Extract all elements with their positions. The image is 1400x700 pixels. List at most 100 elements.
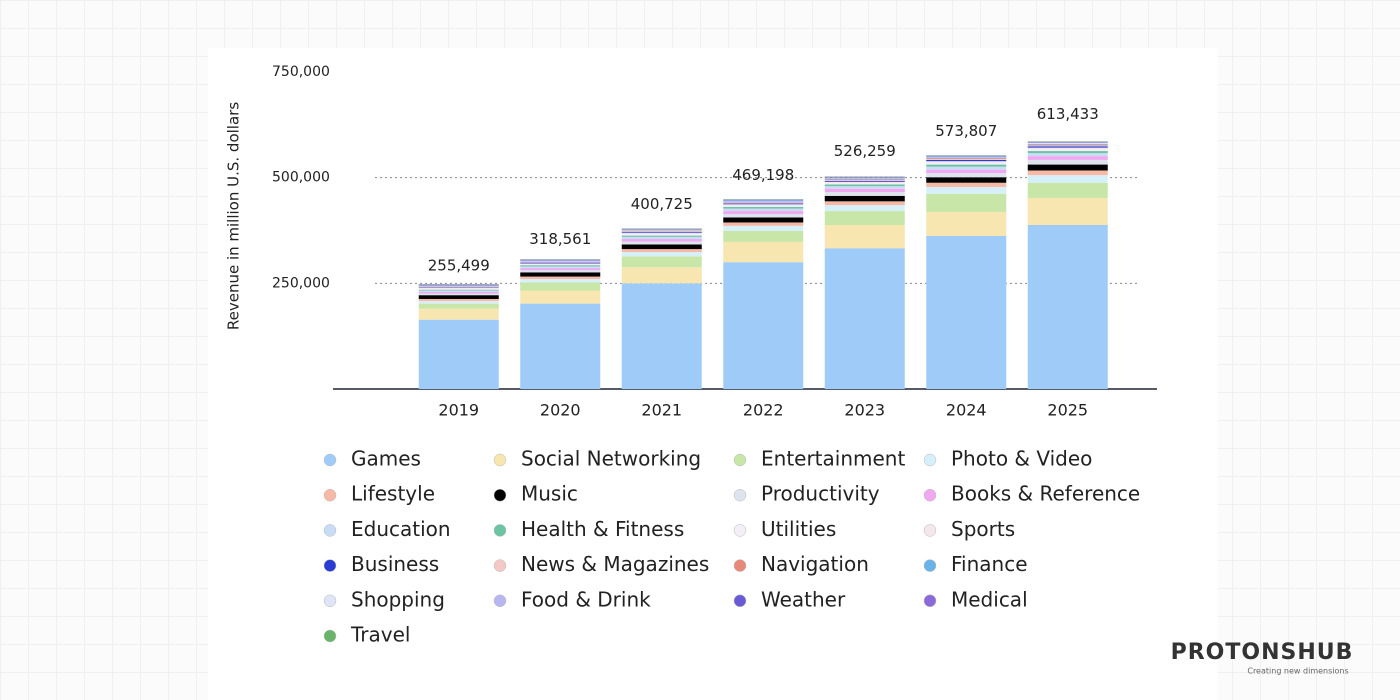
legend-label: Entertainment xyxy=(761,447,905,471)
bar-segment xyxy=(418,295,499,299)
legend-label: Health & Fitness xyxy=(521,517,684,541)
legend-label: Shopping xyxy=(351,587,445,611)
bar-segment xyxy=(824,205,905,212)
bar-segment xyxy=(520,303,601,389)
bar-segment xyxy=(1027,175,1108,183)
bar-segment xyxy=(621,232,702,234)
bar-segment xyxy=(520,279,601,283)
bar-segment xyxy=(1027,143,1108,145)
bar-segment xyxy=(824,181,905,182)
legend-marker xyxy=(493,594,507,608)
bar-segment xyxy=(418,319,499,389)
legend-label: Social Networking xyxy=(521,447,701,471)
legend-marker xyxy=(733,594,747,608)
bar-segment xyxy=(1027,225,1108,389)
bar-segment xyxy=(418,298,499,302)
bar-segment xyxy=(1027,153,1108,157)
bar-segment xyxy=(723,201,804,203)
legend-label: News & Magazines xyxy=(521,552,709,576)
legend-marker xyxy=(323,594,337,608)
legend-marker xyxy=(493,559,507,572)
bar-segment xyxy=(1027,147,1108,150)
legend-marker xyxy=(323,453,337,467)
bar-segment xyxy=(723,203,804,205)
bar-segment xyxy=(723,205,804,207)
bar-segment xyxy=(926,235,1007,389)
bar-segment xyxy=(418,308,499,320)
bar-segment xyxy=(824,192,905,196)
bar-segment xyxy=(723,230,804,242)
bar-segment xyxy=(926,159,1007,160)
legend-label: Navigation xyxy=(761,552,869,576)
bar-segment xyxy=(1027,143,1108,144)
bar-segment xyxy=(520,282,601,291)
legend-marker xyxy=(733,488,747,502)
bar-segment xyxy=(723,214,804,218)
bar-segment xyxy=(621,244,702,250)
legend-marker xyxy=(733,559,747,572)
legend-marker xyxy=(323,559,337,572)
legend-marker xyxy=(323,629,337,643)
legend-marker xyxy=(733,524,747,537)
bar-segment xyxy=(621,241,702,245)
bar-segment xyxy=(418,301,499,304)
legend-label: Sports xyxy=(951,517,1015,541)
x-tick-label: 2024 xyxy=(946,401,987,420)
legend-marker xyxy=(733,453,747,467)
bar-segment xyxy=(520,290,601,304)
bar-segment xyxy=(1027,170,1108,176)
bar-segment xyxy=(1027,144,1108,146)
x-tick-label: 2022 xyxy=(743,401,784,420)
bar-segment xyxy=(520,276,601,280)
bar-segment xyxy=(824,188,905,193)
bar-segment xyxy=(926,169,1007,174)
bar-segment xyxy=(1027,197,1108,226)
legend-label: Education xyxy=(351,517,451,541)
bar-segment xyxy=(520,264,601,266)
x-tick-label: 2025 xyxy=(1047,401,1088,420)
bar-segment xyxy=(621,235,702,237)
bar-segment xyxy=(824,248,905,389)
bar-segment xyxy=(621,233,702,235)
y-tick-label: 500,000 xyxy=(272,170,330,186)
legend-label: Photo & Video xyxy=(951,447,1092,471)
bar-segment xyxy=(621,236,702,239)
logo: PROTONSHUB xyxy=(1171,640,1354,665)
bar-segment xyxy=(621,283,702,389)
bar-segment xyxy=(723,211,804,215)
bar-segment xyxy=(520,268,601,271)
legend-label: Food & Drink xyxy=(521,587,651,611)
y-tick-label: 750,000 xyxy=(272,64,330,80)
bar-segment xyxy=(723,222,804,226)
bar-segment xyxy=(418,289,499,291)
bar-segment xyxy=(1027,182,1108,198)
legend-marker xyxy=(493,453,507,467)
x-tick-label: 2019 xyxy=(438,401,479,420)
bar-segment xyxy=(824,183,905,185)
bar-segment xyxy=(1027,164,1108,171)
bar-segment xyxy=(824,225,905,249)
legend-label: Games xyxy=(351,447,421,471)
bar-segment xyxy=(520,265,601,267)
bar-segment xyxy=(621,231,702,233)
bar-segment xyxy=(723,204,804,206)
legend-marker xyxy=(923,594,937,608)
legend-label: Medical xyxy=(951,587,1028,611)
x-tick-label: 2023 xyxy=(844,401,885,420)
bar-segment xyxy=(418,303,499,309)
legend-label: Finance xyxy=(951,552,1028,576)
bar-segment xyxy=(418,287,499,289)
x-tick-label: 2021 xyxy=(641,401,682,420)
total-label: 255,499 xyxy=(428,257,490,275)
legend-label: Lifestyle xyxy=(351,482,435,506)
legend-marker xyxy=(923,559,937,572)
bar-segment xyxy=(1027,159,1108,165)
bar-segment xyxy=(824,178,905,180)
bar-segment xyxy=(520,263,601,265)
bar-segment xyxy=(723,262,804,389)
bar-segment xyxy=(1027,156,1108,160)
bar-segment xyxy=(824,195,905,202)
total-label: 469,198 xyxy=(732,166,794,184)
bar-segment xyxy=(926,164,1007,167)
